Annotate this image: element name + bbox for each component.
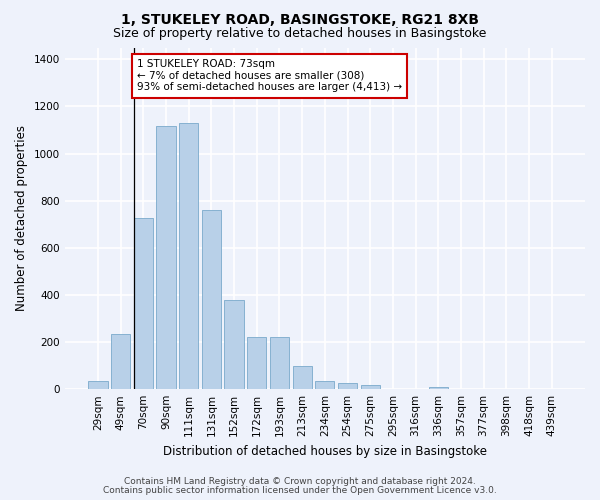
Text: 1, STUKELEY ROAD, BASINGSTOKE, RG21 8XB: 1, STUKELEY ROAD, BASINGSTOKE, RG21 8XB	[121, 12, 479, 26]
Bar	[111, 334, 130, 389]
Bar	[247, 338, 266, 389]
Bar	[293, 366, 312, 389]
Text: 1 STUKELEY ROAD: 73sqm
← 7% of detached houses are smaller (308)
93% of semi-det: 1 STUKELEY ROAD: 73sqm ← 7% of detached …	[137, 60, 402, 92]
Bar	[315, 381, 334, 389]
Text: Contains public sector information licensed under the Open Government Licence v3: Contains public sector information licen…	[103, 486, 497, 495]
Bar	[224, 300, 244, 389]
Bar	[134, 218, 153, 389]
Bar	[179, 123, 199, 389]
X-axis label: Distribution of detached houses by size in Basingstoke: Distribution of detached houses by size …	[163, 444, 487, 458]
Text: Contains HM Land Registry data © Crown copyright and database right 2024.: Contains HM Land Registry data © Crown c…	[124, 477, 476, 486]
Bar	[361, 385, 380, 389]
Bar	[157, 126, 176, 389]
Text: Size of property relative to detached houses in Basingstoke: Size of property relative to detached ho…	[113, 28, 487, 40]
Bar	[338, 384, 357, 389]
Bar	[428, 387, 448, 389]
Bar	[270, 338, 289, 389]
Bar	[88, 381, 107, 389]
Y-axis label: Number of detached properties: Number of detached properties	[15, 126, 28, 312]
Bar	[202, 210, 221, 389]
